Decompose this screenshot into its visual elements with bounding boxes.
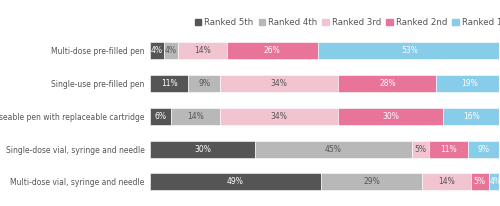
Bar — [321, 173, 422, 190]
Bar — [220, 75, 338, 92]
Text: 30%: 30% — [194, 145, 211, 154]
Bar — [429, 141, 468, 158]
Legend: Ranked 5th, Ranked 4th, Ranked 3rd, Ranked 2nd, Ranked 1st: Ranked 5th, Ranked 4th, Ranked 3rd, Rank… — [194, 18, 500, 27]
Bar — [150, 42, 164, 60]
Text: 11%: 11% — [161, 79, 178, 88]
Bar — [171, 108, 220, 125]
Text: 53%: 53% — [402, 47, 418, 55]
Bar — [188, 75, 220, 92]
Text: 6%: 6% — [154, 112, 166, 121]
Text: 34%: 34% — [270, 79, 287, 88]
Bar — [338, 108, 443, 125]
Text: 14%: 14% — [438, 177, 455, 186]
Bar — [443, 108, 499, 125]
Text: 30%: 30% — [382, 112, 399, 121]
Text: 4%: 4% — [151, 47, 163, 55]
Bar — [254, 141, 412, 158]
Text: 5%: 5% — [474, 177, 486, 186]
Bar — [178, 42, 227, 60]
Text: 49%: 49% — [227, 177, 244, 186]
Bar — [318, 42, 500, 60]
Text: 29%: 29% — [363, 177, 380, 186]
Text: 4%: 4% — [490, 177, 500, 186]
Bar — [150, 141, 254, 158]
Text: 16%: 16% — [462, 112, 479, 121]
Text: 4%: 4% — [165, 47, 177, 55]
Bar — [412, 141, 429, 158]
Bar — [220, 108, 338, 125]
Text: 26%: 26% — [264, 47, 280, 55]
Text: 9%: 9% — [478, 145, 490, 154]
Bar — [150, 173, 321, 190]
Text: 5%: 5% — [414, 145, 426, 154]
Bar — [150, 108, 171, 125]
Text: 28%: 28% — [379, 79, 396, 88]
Text: 14%: 14% — [194, 47, 210, 55]
Bar — [338, 75, 436, 92]
Bar — [468, 141, 499, 158]
Text: 9%: 9% — [198, 79, 210, 88]
Text: 45%: 45% — [325, 145, 342, 154]
Text: 19%: 19% — [461, 79, 477, 88]
Bar — [436, 75, 500, 92]
Text: 11%: 11% — [440, 145, 456, 154]
Bar — [422, 173, 471, 190]
Bar — [227, 42, 318, 60]
Bar — [164, 42, 178, 60]
Text: 14%: 14% — [187, 112, 204, 121]
Text: 34%: 34% — [270, 112, 287, 121]
Bar — [471, 173, 488, 190]
Bar — [488, 173, 500, 190]
Bar — [150, 75, 188, 92]
